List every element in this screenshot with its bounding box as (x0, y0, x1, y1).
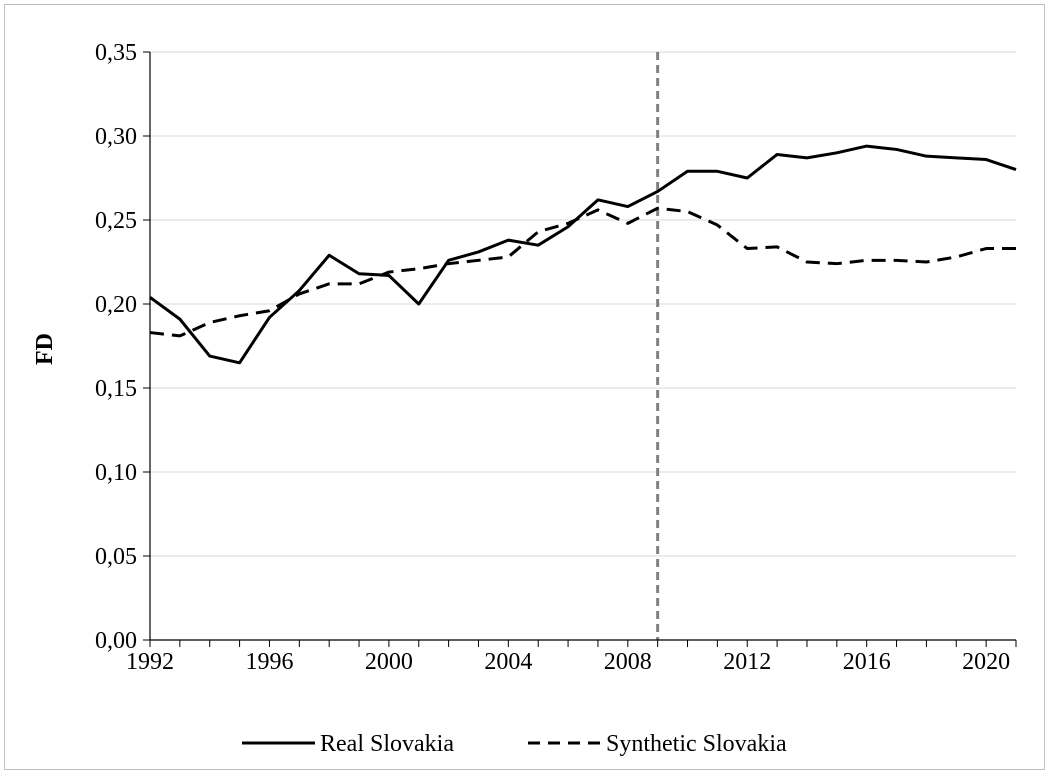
gridlines (150, 51, 1016, 557)
x-tick-labels: 1992 1996 2000 2004 2008 2012 2016 2020 (126, 649, 1010, 675)
y-tick-label: 0,25 (95, 208, 137, 234)
x-tick-label: 2012 (723, 649, 771, 675)
x-tick-label: 2008 (604, 649, 652, 675)
x-tick-label: 2016 (843, 649, 891, 675)
x-tick-label: 2000 (365, 649, 413, 675)
x-tick-label: 1992 (126, 649, 174, 675)
series-line-real-slovakia (149, 144, 1017, 365)
chart-frame (4, 4, 1045, 770)
legend: Real Slovakia Synthetic Slovakia (242, 731, 787, 757)
x-tick-label: 2004 (484, 649, 532, 675)
y-tick-label: 0,20 (95, 292, 137, 318)
y-tick-label: 0,05 (95, 544, 137, 570)
legend-label-real-slovakia: Real Slovakia (320, 731, 454, 757)
x-tick-label: 2020 (962, 649, 1010, 675)
y-tick-labels: 0,00 0,05 0,10 0,15 0,20 0,25 0,30 0,35 (95, 40, 137, 654)
series-lines (149, 144, 1017, 365)
legend-label-synthetic-slovakia: Synthetic Slovakia (606, 731, 787, 757)
y-tick-label: 0,30 (95, 124, 137, 150)
y-axis-title: FD (32, 333, 58, 365)
x-tick-label: 1996 (245, 649, 293, 675)
y-tick-label: 0,35 (95, 40, 137, 66)
y-tick-label: 0,10 (95, 460, 137, 486)
series-line-synthetic-slovakia (149, 206, 1016, 338)
axes (143, 51, 1017, 647)
y-tick-label: 0,15 (95, 376, 137, 402)
y-tick-label: 0,00 (95, 628, 137, 654)
